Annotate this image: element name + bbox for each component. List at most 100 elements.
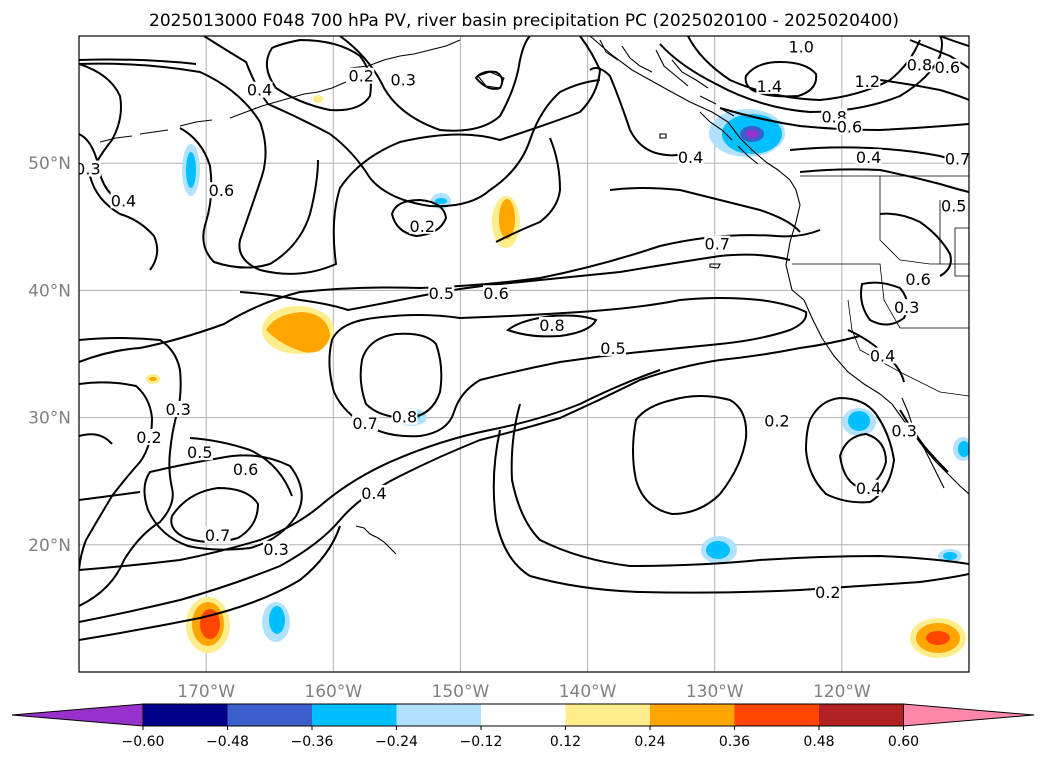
colorbar-tick-label: 0.36	[719, 734, 750, 750]
contour-line	[170, 486, 260, 543]
contour-label: 0.6	[483, 284, 508, 303]
precip-negative-patch	[958, 441, 969, 457]
contour-line	[804, 396, 896, 504]
longitude-tick-label: 150°W	[432, 682, 490, 702]
contour-label: 0.5	[429, 284, 454, 303]
contour-label-background	[600, 339, 626, 356]
precip-positive-patch	[499, 199, 515, 239]
contour-line	[838, 432, 888, 490]
contour-label: 0.3	[263, 540, 288, 559]
contour-label: 0.4	[678, 148, 703, 167]
contour-line	[79, 36, 602, 275]
contour-label: 0.6	[905, 270, 930, 289]
contour-label-background	[360, 484, 387, 501]
precip-positive-patch	[926, 631, 950, 645]
contour-label-background	[110, 192, 137, 209]
colorbar-tick-label: 0.60	[888, 734, 919, 750]
contour-label-background	[940, 197, 967, 214]
contour-label-background	[934, 58, 961, 75]
precip-negative-patch	[746, 130, 758, 138]
colorbar-extend-low	[11, 703, 144, 727]
colorbar-tick-label: 0.48	[803, 734, 834, 750]
latitude-tick-label: 50°N	[28, 154, 71, 174]
contour-label: 0.4	[870, 347, 895, 366]
latitude-labels: 20°N 30°N 40°N 50°N	[28, 154, 71, 556]
contour-line	[265, 38, 372, 112]
colorbar-segment	[143, 704, 228, 726]
contour-label: 0.2	[764, 411, 789, 430]
contour-line	[390, 198, 448, 238]
contour-line	[879, 212, 952, 277]
colorbar-segment	[396, 704, 481, 726]
contour-line	[632, 395, 748, 516]
contour-label: 0.3	[75, 160, 100, 179]
contour-label-background	[855, 149, 882, 166]
contour-label: 0.7	[205, 526, 230, 545]
contour-label-background	[263, 540, 290, 557]
precip-negative-patch	[186, 152, 196, 188]
contour-label: 0.3	[894, 298, 919, 317]
precip-negative-patch	[848, 411, 870, 431]
contour-label: 0.6	[233, 460, 258, 479]
contour-label: 0.8	[907, 55, 932, 74]
hawaiian-islands	[355, 525, 397, 555]
contour-label-background	[764, 412, 791, 429]
contour-line	[79, 381, 154, 571]
contour-line	[143, 454, 303, 551]
contour-label-background	[186, 444, 213, 461]
contour-label: 0.8	[539, 316, 564, 335]
contour-label-background	[538, 317, 565, 334]
contour-label: 0.4	[361, 484, 386, 503]
contour-label-background	[855, 479, 882, 496]
contour-label-background	[788, 38, 815, 55]
latitude-tick-label: 40°N	[28, 281, 71, 301]
contour-label-background	[814, 584, 841, 601]
colorbar-tick-label: −0.36	[291, 734, 334, 750]
colorbar-tick-label: 0.12	[550, 734, 581, 750]
contour-label: 0.4	[111, 191, 136, 210]
colorbar-tick-label: −0.12	[460, 734, 503, 750]
map-content: 0.30.40.60.40.2 0.30.20.5 0.60.80.50.7 0.80…	[75, 36, 969, 672]
contour-label: 0.4	[856, 148, 881, 167]
contour-label-background	[79, 160, 101, 177]
colorbar-segment	[312, 704, 397, 726]
contour-label: 1.2	[855, 72, 880, 91]
contour-line	[860, 281, 909, 326]
longitude-tick-label: 170°W	[177, 682, 235, 702]
precip-negative-patch	[269, 606, 285, 634]
contour-label: 0.2	[410, 217, 435, 236]
longitude-tick-label: 120°W	[813, 682, 871, 702]
contour-line	[474, 70, 504, 90]
colorbar-segment	[650, 704, 735, 726]
contour-line	[879, 79, 969, 101]
contour-label-background	[135, 428, 162, 445]
contour-label: 0.8	[392, 408, 417, 427]
state-border	[879, 176, 969, 265]
colorbar-tick-label: 0.24	[634, 734, 665, 750]
contour-label: 0.2	[815, 583, 840, 602]
colorbar-segment	[227, 704, 312, 726]
british-columbia-islands	[699, 111, 759, 165]
longitude-tick-label: 140°W	[559, 682, 617, 702]
contour-label: 0.3	[891, 422, 916, 441]
colorbar-tick-label: −0.60	[122, 734, 165, 750]
colorbar: −0.60 −0.48 −0.36 −0.24 −0.12 0.12 0.24 0.36 0.4…	[11, 703, 1035, 750]
contour-label-background	[391, 408, 418, 425]
contour-line	[510, 403, 969, 568]
precip-negative-patch	[435, 198, 447, 204]
precip-positive-patch	[149, 377, 157, 381]
contour-label: 0.7	[705, 235, 730, 254]
contour-label: 1.0	[788, 37, 813, 56]
contour-labels: 0.30.40.60.40.2 0.30.20.5 0.60.80.50.7 0.80…	[75, 37, 969, 602]
contour-line	[328, 297, 808, 438]
colorbar-tick-label: −0.48	[206, 734, 249, 750]
contour-line	[79, 58, 197, 65]
state-border	[939, 200, 969, 277]
contour-label-background	[428, 285, 455, 302]
contour-label-background	[352, 414, 379, 431]
contour-line	[799, 168, 969, 193]
contour-label-background	[893, 299, 920, 316]
contour-label-background	[348, 67, 375, 84]
contour-label-background	[204, 526, 231, 543]
colorbar-segment	[734, 704, 819, 726]
